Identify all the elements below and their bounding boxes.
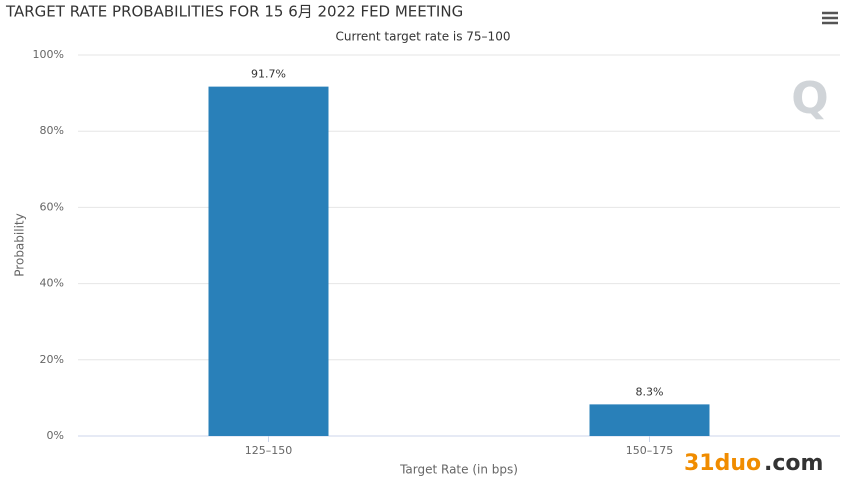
data-label: 91.7% [251, 68, 286, 81]
y-tick-label: 20% [40, 353, 64, 366]
y-tick-label: 100% [33, 48, 64, 61]
data-label: 8.3% [636, 385, 664, 398]
x-tick-label: 125–150 [245, 444, 293, 457]
logo: Q [791, 73, 828, 124]
bar [208, 86, 329, 437]
menu-button[interactable] [820, 10, 838, 26]
x-tick-label: 150–175 [626, 444, 674, 457]
watermark: 31duo [684, 451, 761, 476]
chart-title: TARGET RATE PROBABILITIES FOR 15 6月 2022… [5, 3, 463, 21]
chart-subtitle: Current target rate is 75–100 [336, 30, 511, 44]
bar [589, 404, 710, 436]
y-tick-label: 40% [40, 277, 64, 290]
y-tick-label: 80% [40, 124, 64, 137]
y-tick-label: 0% [47, 429, 64, 442]
y-axis-label: Probability [13, 213, 27, 276]
x-axis-label: Target Rate (in bps) [399, 463, 518, 477]
watermark: .com [764, 451, 823, 476]
y-tick-label: 60% [40, 200, 64, 213]
